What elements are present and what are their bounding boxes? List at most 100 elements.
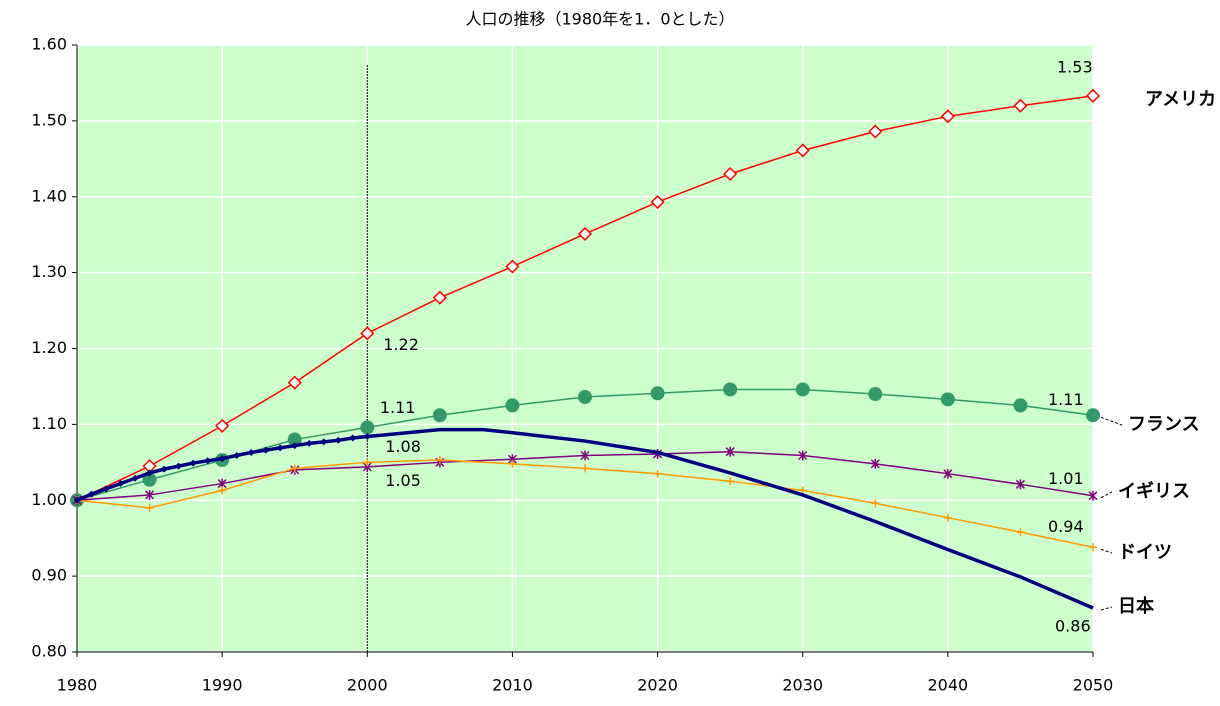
marker: [360, 326, 375, 341]
marker: [940, 109, 955, 124]
data-label: 1.11: [380, 398, 416, 417]
marker: [117, 480, 125, 488]
data-label: 0.86: [1055, 616, 1091, 635]
data-label: 1.22: [383, 335, 419, 354]
marker: [1089, 543, 1097, 552]
marker: [215, 418, 230, 433]
x-tick-label: 2050: [1073, 676, 1114, 695]
marker: [650, 195, 665, 210]
marker: [650, 386, 665, 401]
marker: [131, 474, 139, 482]
chart-title: 人口の推移（1980年を1．0とした）: [465, 10, 734, 29]
marker: [360, 420, 375, 435]
marker: [73, 496, 81, 504]
marker: [102, 485, 110, 493]
x-tick-label: 2020: [637, 676, 678, 695]
marker: [508, 459, 517, 468]
x-tick-label: 2030: [782, 676, 823, 695]
marker: [145, 503, 154, 512]
x-tick-label: 2040: [927, 676, 968, 695]
y-tick-label: 0.80: [31, 642, 67, 661]
y-tick-label: 1.20: [31, 338, 67, 357]
x-tick-label: 2000: [347, 676, 388, 695]
marker: [798, 450, 808, 461]
series-name: ドイツ: [1118, 542, 1172, 563]
x-tick-label: 2010: [492, 676, 533, 695]
data-label: 1.01: [1048, 469, 1084, 488]
marker: [1086, 408, 1100, 423]
marker: [432, 290, 447, 305]
marker: [218, 455, 226, 463]
marker: [432, 408, 447, 423]
y-tick-label: 1.60: [31, 35, 67, 54]
marker: [723, 382, 738, 397]
marker: [291, 442, 299, 450]
marker: [580, 450, 590, 461]
marker: [726, 477, 735, 486]
marker: [1016, 528, 1025, 537]
marker: [868, 387, 883, 402]
marker: [334, 436, 342, 444]
marker: [1013, 398, 1028, 413]
y-tick-label: 1.50: [31, 110, 67, 129]
marker: [233, 451, 241, 459]
marker: [146, 469, 154, 477]
marker: [725, 446, 735, 457]
marker: [349, 434, 357, 442]
data-label: 1.11: [1048, 390, 1084, 409]
leader-line: [1100, 491, 1113, 499]
data-label: 1.05: [385, 471, 421, 490]
marker: [145, 489, 155, 500]
marker: [871, 499, 880, 508]
marker: [363, 433, 371, 441]
series-name: 日本: [1118, 595, 1154, 617]
marker: [204, 457, 212, 465]
marker: [1085, 88, 1101, 103]
marker: [262, 446, 270, 454]
marker: [581, 464, 589, 473]
marker: [653, 469, 662, 478]
marker: [795, 143, 810, 158]
marker: [723, 166, 738, 182]
y-tick-label: 0.90: [31, 566, 67, 585]
marker: [798, 486, 807, 495]
data-label: 1.53: [1057, 57, 1093, 76]
marker: [870, 458, 880, 469]
y-tick-label: 1.10: [31, 414, 67, 433]
leader-line: [1100, 416, 1123, 426]
marker: [1088, 490, 1098, 501]
marker: [1015, 479, 1025, 490]
marker: [943, 468, 953, 479]
data-label: 0.94: [1048, 517, 1084, 536]
marker: [142, 472, 157, 487]
y-tick-label: 1.30: [31, 262, 67, 281]
x-tick-label: 1980: [57, 676, 98, 695]
series-name: イギリス: [1118, 481, 1190, 502]
marker: [290, 464, 299, 473]
marker: [505, 398, 520, 413]
marker: [435, 456, 444, 465]
series-name: フランス: [1128, 414, 1200, 435]
marker: [320, 438, 328, 446]
marker: [175, 462, 183, 470]
axes: [76, 45, 1093, 653]
marker: [577, 226, 593, 241]
marker: [189, 459, 197, 467]
marker: [505, 259, 520, 274]
y-tick-label: 1.40: [31, 186, 67, 205]
marker: [88, 490, 96, 498]
marker: [363, 458, 372, 467]
marker: [940, 392, 955, 407]
marker: [795, 382, 810, 397]
leader-line: [1100, 606, 1113, 611]
leader-line: [1100, 548, 1113, 554]
marker: [868, 124, 883, 139]
marker: [1013, 98, 1028, 113]
series-name: アメリカ: [1145, 89, 1216, 110]
marker: [305, 439, 313, 447]
marker: [943, 513, 952, 522]
marker: [160, 465, 168, 473]
y-tick-label: 1.00: [31, 490, 67, 509]
marker: [287, 375, 302, 390]
